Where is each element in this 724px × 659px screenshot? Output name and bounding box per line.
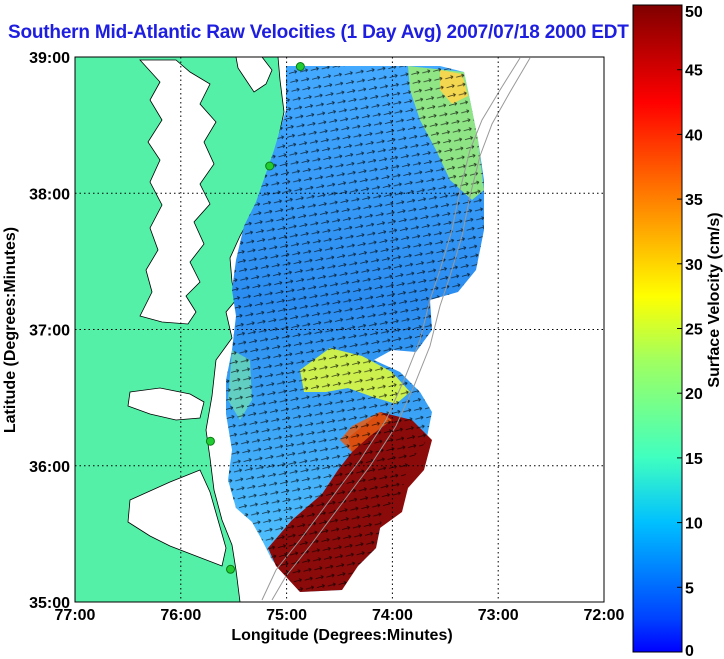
colorbar-tick-label: 25: [685, 322, 703, 339]
x-tick-label: 74:00: [372, 607, 413, 624]
site-marker: [205, 436, 215, 446]
site-marker: [295, 62, 305, 72]
pamlico-sound: [127, 469, 227, 567]
colorbar: [632, 4, 683, 653]
plot-frame: [74, 56, 605, 603]
colorbar-tick-label: 35: [685, 192, 703, 209]
grid: [75, 57, 604, 602]
colorbar-tick-label: 5: [685, 580, 694, 597]
colorbar-tick-label: 0: [685, 643, 694, 659]
y-tick-labels: 39:00 38:00 37:00 36:00 35:00: [29, 50, 70, 612]
colorbar-tick-label: 40: [685, 127, 703, 144]
y-tick-label: 36:00: [29, 459, 70, 476]
albemarle-sound: [127, 387, 205, 421]
colorbar-tick-label: 20: [685, 386, 703, 403]
chesapeake-bay: [139, 59, 217, 325]
site-markers: [205, 62, 305, 574]
x-tick-label: 75:00: [266, 607, 307, 624]
delaware-bay: [235, 57, 273, 93]
bathymetry-contours: [261, 57, 531, 601]
y-tick-label: 37:00: [29, 323, 70, 340]
colorbar-tick-label: 45: [685, 63, 703, 80]
y-tick-label: 35:00: [29, 595, 70, 612]
colorbar-tick-label: 10: [685, 516, 703, 533]
colorbar-ticks: 0 5 10 15 20 25 30 35 40 45 50: [677, 4, 703, 659]
x-tick-label: 73:00: [478, 607, 519, 624]
colorbar-label: Surface Velocity (cm/s): [706, 212, 723, 387]
x-tick-labels: 77:00 76:00 75:00 74:00 73:00 72:00: [55, 607, 625, 624]
colorbar-tick-label: 30: [685, 257, 703, 274]
y-axis-label: Latitude (Degrees:Minutes): [2, 227, 19, 433]
colorbar-tick-label: 15: [685, 451, 703, 468]
x-tick-label: 76:00: [160, 607, 201, 624]
site-marker: [265, 161, 275, 171]
x-tick-label: 77:00: [55, 607, 96, 624]
x-axis-label: Longitude (Degrees:Minutes): [231, 627, 452, 644]
site-marker: [226, 564, 236, 574]
x-tick-label: 72:00: [584, 607, 625, 624]
colorbar-tick-label: 50: [685, 4, 703, 21]
y-tick-label: 39:00: [29, 50, 70, 67]
chart-title: Southern Mid-Atlantic Raw Velocities (1 …: [8, 22, 629, 43]
y-tick-label: 38:00: [29, 186, 70, 203]
